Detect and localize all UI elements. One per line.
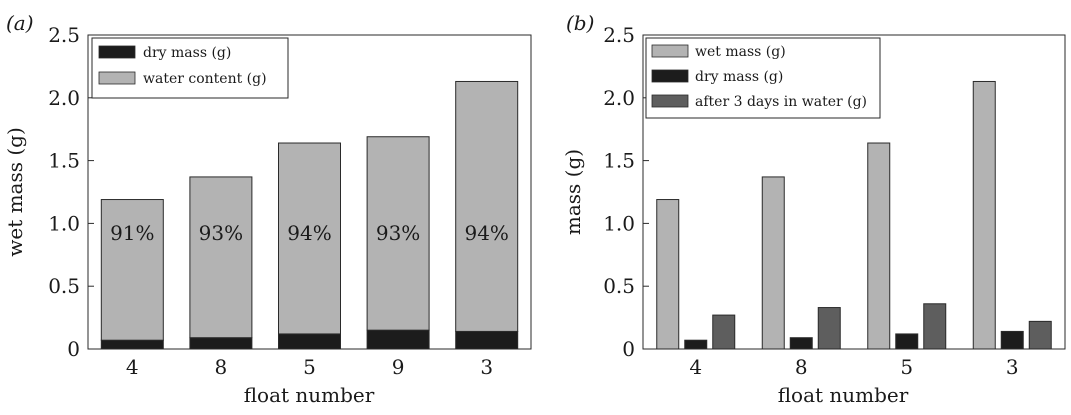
bar-wet-mass-g-float-5 [867, 142, 891, 350]
bar-percent-label: 94% [287, 221, 331, 245]
bar-dry-mass-g-float-3 [1000, 330, 1024, 350]
x-tick-label-a: 5 [303, 355, 316, 379]
legend-swatch-wet-mass [651, 44, 689, 58]
bar-after-3-days-in-water-g-float-4 [712, 314, 736, 350]
bar-percent-label: 93% [199, 221, 243, 245]
x-tick-label-b: 4 [689, 355, 702, 379]
bar-dry-mass-g-float-5 [278, 333, 341, 350]
y-tick-label-b: 2.5 [603, 23, 635, 47]
bar-dry-mass-g-float-9 [366, 329, 430, 350]
x-tick-label-a: 8 [215, 355, 228, 379]
bar-percent-label: 91% [110, 221, 154, 245]
bar-dry-mass-g-float-5 [895, 333, 919, 350]
x-axis-label-b: float number [778, 383, 909, 407]
bar-percent-label: 93% [376, 221, 420, 245]
y-tick-label-a: 1.0 [48, 211, 80, 235]
legend-swatch-water-content [98, 71, 136, 85]
y-tick-label-a: 0 [67, 337, 80, 361]
bar-dry-mass-g-float-8 [189, 337, 253, 350]
panel-label-a: (a) [6, 11, 34, 35]
y-axis-label-a: wet mass (g) [3, 127, 27, 257]
legend-label-wet-mass: wet mass (g) [695, 44, 786, 60]
bar-after-3-days-in-water-g-float-5 [923, 303, 947, 350]
legend-swatch-dry-mass [98, 45, 136, 59]
bar-water-content-g-float-5 [278, 142, 341, 335]
bar-water-content-g-float-4 [100, 199, 164, 341]
legend-label-dry-mass: dry mass (g) [143, 45, 231, 61]
legend-swatch-dry-mass-b [651, 69, 689, 83]
y-tick-label-b: 1.0 [603, 211, 635, 235]
bar-after-3-days-in-water-g-float-3 [1028, 320, 1052, 350]
x-tick-label-b: 8 [795, 355, 808, 379]
legend-label-after-3-days: after 3 days in water (g) [695, 94, 867, 110]
y-axis-label-b: mass (g) [561, 149, 585, 235]
legend-swatch-after-3-days [651, 94, 689, 108]
x-tick-label-b: 3 [1006, 355, 1019, 379]
legend-b: wet mass (g) dry mass (g) after 3 days i… [645, 37, 881, 119]
y-tick-label-b: 1.5 [603, 149, 635, 173]
y-tick-label-b: 2.0 [603, 86, 635, 110]
bar-water-content-g-float-8 [189, 176, 253, 339]
y-tick-label-a: 0.5 [48, 274, 80, 298]
y-tick-label-a: 2.0 [48, 86, 80, 110]
x-tick-label-b: 5 [900, 355, 913, 379]
y-tick-label-b: 0.5 [603, 274, 635, 298]
y-tick-label-a: 2.5 [48, 23, 80, 47]
bar-water-content-g-float-9 [366, 136, 430, 331]
plot-frame-b [642, 34, 1066, 350]
bar-dry-mass-g-float-4 [100, 339, 164, 350]
bar-dry-mass-g-float-8 [789, 337, 813, 350]
bar-dry-mass-g-float-4 [684, 339, 708, 350]
bar-after-3-days-in-water-g-float-8 [817, 307, 841, 350]
y-tick-label-b: 0 [622, 337, 635, 361]
x-tick-label-a: 4 [126, 355, 139, 379]
legend-label-water-content: water content (g) [143, 71, 267, 87]
x-axis-label-a: float number [244, 383, 375, 407]
bar-wet-mass-g-float-8 [761, 176, 785, 350]
x-tick-label-a: 9 [392, 355, 405, 379]
legend-label-dry-mass-b: dry mass (g) [695, 69, 783, 85]
bar-wet-mass-g-float-4 [656, 199, 680, 350]
bar-water-content-g-float-3 [455, 80, 519, 332]
panel-label-b: (b) [566, 11, 594, 35]
legend-a: dry mass (g) water content (g) [91, 37, 289, 99]
chart-panel-b: (b) mass (g) float number 0 0.5 1.0 1.5 2.0 2… [561, 11, 1066, 407]
bar-percent-label: 94% [464, 221, 508, 245]
y-tick-label-a: 1.5 [48, 149, 80, 173]
bar-wet-mass-g-float-3 [972, 80, 996, 350]
x-tick-label-a: 3 [480, 355, 493, 379]
chart-panel-a: (a) wet mass (g) float number 0 0.5 1.0 1.5… [3, 11, 532, 407]
bar-dry-mass-g-float-3 [455, 330, 519, 350]
